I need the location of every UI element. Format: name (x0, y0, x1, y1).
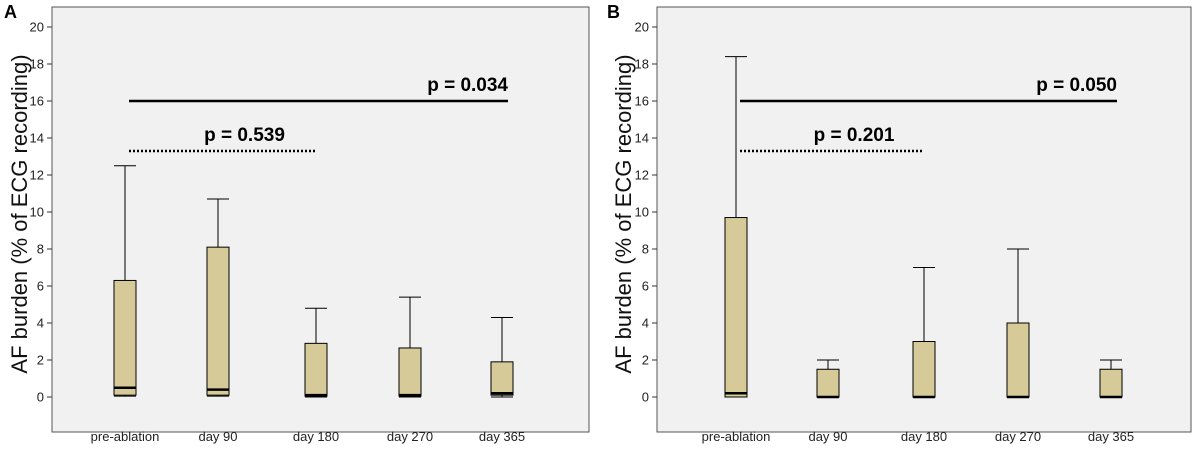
y-tick-label: 2 (37, 353, 44, 368)
y-tick-label: 4 (37, 316, 44, 331)
y-axis-label: AF burden (% of ECG recording) (7, 54, 32, 373)
y-tick-label: 0 (642, 390, 649, 405)
panel-b: B 0 2 4 6 8 10 12 14 16 18 20 AF burden (% of ECG re… (607, 2, 1192, 444)
iqr-box (1099, 368, 1123, 398)
box-day-90 (206, 198, 230, 397)
y-tick-label: 8 (37, 242, 44, 257)
iqr-box (490, 361, 514, 396)
iqr-box (304, 342, 328, 397)
box-day-180 (304, 307, 328, 398)
panel-a: A 0 2 4 6 8 10 12 14 16 18 20 AF burden (% of ECG re… (4, 2, 590, 444)
x-category-label: day 90 (808, 429, 847, 444)
y-tick-label: 18 (30, 57, 44, 72)
iqr-box (724, 217, 748, 398)
box-day-180 (912, 267, 936, 399)
y-tick-label: 8 (642, 242, 649, 257)
y-tick-label: 2 (642, 353, 649, 368)
x-category-label: day 90 (198, 429, 237, 444)
x-category-label: day 365 (479, 429, 525, 444)
p-value-label: p = 0.201 (814, 125, 895, 146)
x-category-label: day 365 (1088, 429, 1134, 444)
y-tick-label: 16 (30, 94, 44, 109)
x-category-label: pre-ablation (91, 429, 160, 444)
box-day-270 (1006, 248, 1030, 399)
panel-letter: A (4, 2, 17, 22)
y-tick-label: 6 (37, 279, 44, 294)
y-tick-label: 12 (30, 168, 44, 183)
iqr-box (398, 347, 422, 397)
box-pre-ablation (724, 56, 748, 398)
iqr-box (1006, 322, 1030, 398)
x-category-label: pre-ablation (702, 429, 771, 444)
y-tick-label: 18 (635, 57, 649, 72)
y-tick-label: 6 (642, 279, 649, 294)
box-day-365 (1099, 359, 1123, 399)
iqr-box (912, 341, 936, 398)
x-category-label: day 270 (995, 429, 1041, 444)
box-pre-ablation (113, 165, 137, 397)
y-tick-label: 20 (30, 20, 44, 35)
y-tick-label: 14 (30, 131, 44, 146)
iqr-box (113, 279, 137, 396)
y-tick-label: 20 (635, 20, 649, 35)
box-day-270 (398, 296, 422, 398)
p-value-label: p = 0.050 (1036, 75, 1117, 96)
box-day-365 (490, 316, 514, 398)
x-category-label: day 180 (293, 429, 339, 444)
iqr-box (206, 246, 230, 396)
y-tick-label: 14 (635, 131, 649, 146)
y-tick-label: 10 (635, 205, 649, 220)
p-value-label: p = 0.034 (427, 75, 508, 96)
x-category-label: day 180 (901, 429, 947, 444)
iqr-box (816, 368, 840, 398)
y-tick-label: 4 (642, 316, 649, 331)
y-axis-label: AF burden (% of ECG recording) (611, 54, 636, 373)
y-tick-label: 16 (635, 94, 649, 109)
box-day-90 (816, 359, 840, 399)
y-tick-label: 12 (635, 168, 649, 183)
y-tick-label: 0 (37, 390, 44, 405)
y-tick-label: 10 (30, 205, 44, 220)
x-category-label: day 270 (387, 429, 433, 444)
panel-letter: B (607, 2, 620, 22)
p-value-label: p = 0.539 (204, 125, 285, 146)
